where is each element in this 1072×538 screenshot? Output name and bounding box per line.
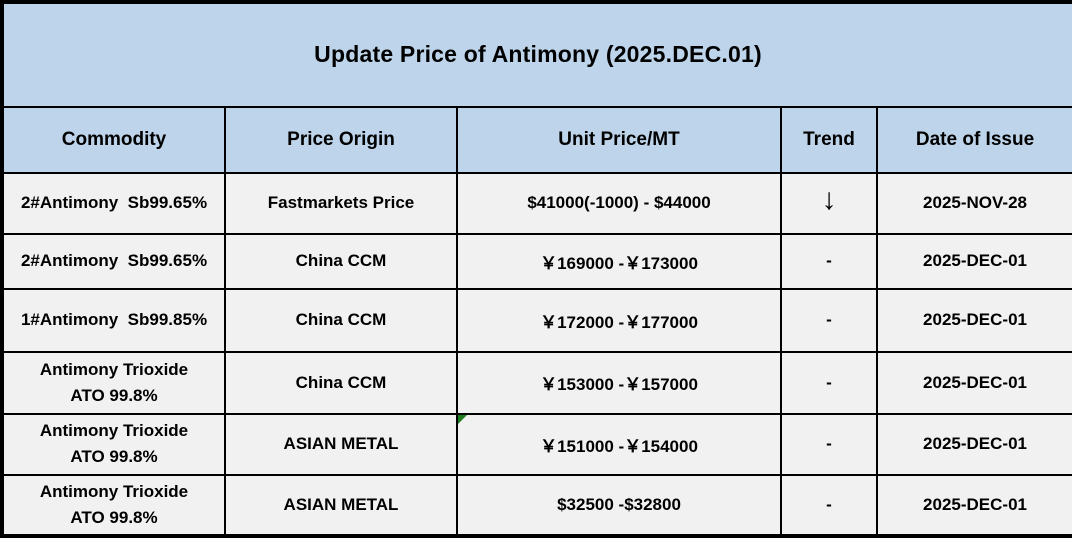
trend-flat-dash: - — [780, 287, 878, 353]
col-header-trend: Trend — [780, 105, 878, 174]
commodity-cell: Antimony Trioxide ATO 99.8% — [1, 350, 226, 415]
cell-note-triangle-icon — [459, 415, 467, 424]
trend-flat-dash: - — [780, 232, 878, 290]
trend-flat-dash: - — [780, 412, 878, 476]
unit-price-cell: ￥169000 -￥173000 — [456, 232, 782, 290]
trend-flat-dash: - — [780, 350, 878, 415]
trend-flat-dash: - — [780, 473, 878, 538]
table-row: Antimony Trioxide ATO 99.8% China CCM ￥1… — [1, 350, 1072, 415]
table-row: 2#Antimony Sb99.65% China CCM ￥169000 -￥… — [1, 232, 1072, 290]
price-origin-cell: China CCM — [224, 350, 458, 415]
commodity-cell: 2#Antimony Sb99.65% — [1, 232, 226, 290]
col-header-date-of-issue: Date of Issue — [875, 105, 1072, 174]
date-of-issue-cell: 2025-NOV-28 — [875, 171, 1072, 235]
commodity-cell: Antimony Trioxide ATO 99.8% — [1, 473, 226, 538]
price-origin-cell: ASIAN METAL — [224, 473, 458, 538]
trend-down-arrow-icon: ↓ — [780, 171, 878, 235]
unit-price-text: ￥151000 -￥154000 — [540, 436, 698, 456]
commodity-cell: 1#Antimony Sb99.85% — [1, 287, 226, 353]
table-row: 2#Antimony Sb99.65% Fastmarkets Price $4… — [1, 171, 1072, 235]
unit-price-cell: ￥151000 -￥154000 — [456, 412, 782, 476]
price-origin-cell: China CCM — [224, 287, 458, 353]
unit-price-cell: ￥172000 -￥177000 — [456, 287, 782, 353]
price-origin-cell: Fastmarkets Price — [224, 171, 458, 235]
table-row: Antimony Trioxide ATO 99.8% ASIAN METAL … — [1, 473, 1072, 538]
price-origin-cell: China CCM — [224, 232, 458, 290]
page-title: Update Price of Antimony (2025.DEC.01) — [0, 1, 1072, 108]
col-header-commodity: Commodity — [1, 105, 226, 174]
unit-price-cell: $41000(-1000) - $44000 — [456, 171, 782, 235]
table-row: Antimony Trioxide ATO 99.8% ASIAN METAL … — [1, 412, 1072, 476]
date-of-issue-cell: 2025-DEC-01 — [875, 350, 1072, 415]
col-header-unit-price: Unit Price/MT — [456, 105, 782, 174]
price-origin-cell: ASIAN METAL — [224, 412, 458, 476]
date-of-issue-cell: 2025-DEC-01 — [875, 287, 1072, 353]
commodity-cell: 2#Antimony Sb99.65% — [1, 171, 226, 235]
date-of-issue-cell: 2025-DEC-01 — [875, 412, 1072, 476]
table-row: 1#Antimony Sb99.85% China CCM ￥172000 -￥… — [1, 287, 1072, 353]
unit-price-cell: ￥153000 -￥157000 — [456, 350, 782, 415]
date-of-issue-cell: 2025-DEC-01 — [875, 232, 1072, 290]
col-header-price-origin: Price Origin — [224, 105, 458, 174]
date-of-issue-cell: 2025-DEC-01 — [875, 473, 1072, 538]
unit-price-cell: $32500 -$32800 — [456, 473, 782, 538]
commodity-cell: Antimony Trioxide ATO 99.8% — [1, 412, 226, 476]
